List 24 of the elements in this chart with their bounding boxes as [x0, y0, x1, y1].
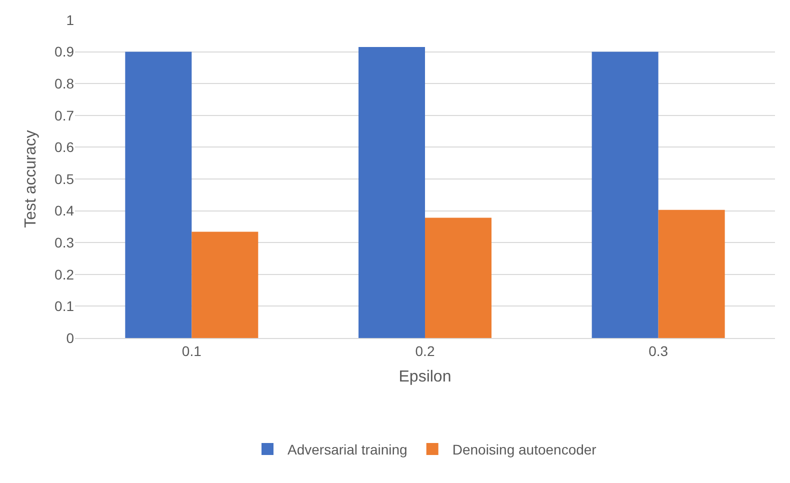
y-tick-label: 0.7 — [54, 107, 74, 124]
x-tick-label: 0.3 — [648, 342, 668, 359]
y-tick-label: 0.6 — [54, 139, 74, 156]
bar — [125, 52, 192, 338]
x-tick-label: 0.2 — [415, 342, 435, 359]
x-axis-title: Epsilon — [398, 368, 452, 386]
y-tick-label: 0.1 — [54, 298, 74, 314]
bar — [192, 232, 258, 338]
bar — [592, 52, 658, 338]
y-tick-label: 0.4 — [54, 202, 74, 219]
y-tick-label: 0 — [66, 330, 74, 346]
legend-label: Denoising autoencoder — [452, 441, 597, 458]
y-tick-label: 0.8 — [54, 76, 74, 92]
y-tick-label: 0.3 — [54, 234, 74, 250]
x-tick-label: 0.1 — [182, 342, 202, 359]
bar — [358, 47, 425, 338]
y-tick-label: 1 — [66, 12, 74, 28]
legend-label: Adversarial training — [288, 441, 408, 458]
bar — [425, 218, 492, 338]
y-tick-label: 0.5 — [54, 170, 74, 187]
y-tick-label: 0.2 — [54, 266, 74, 282]
y-axis-title: Test accuracy — [22, 130, 40, 228]
bar — [658, 210, 725, 338]
y-tick-label: 0.9 — [54, 44, 74, 60]
